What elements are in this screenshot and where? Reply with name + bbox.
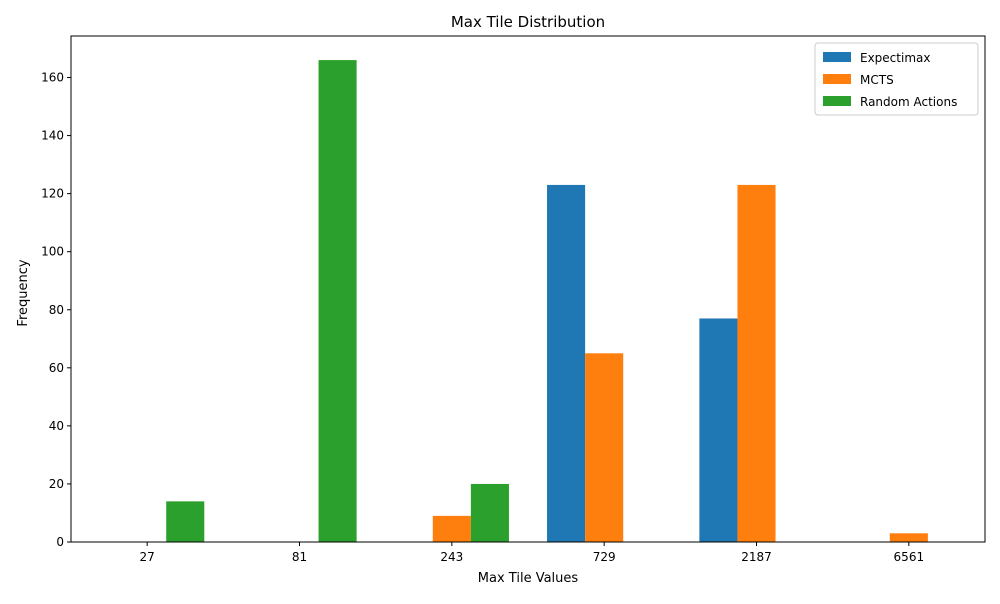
bar-mcts-2187 xyxy=(737,184,776,542)
y-tick-label: 160 xyxy=(41,71,64,85)
y-tick-label: 40 xyxy=(49,419,64,433)
y-tick-label: 140 xyxy=(41,129,64,143)
bars-group xyxy=(166,60,928,542)
y-tick-label: 120 xyxy=(41,187,64,201)
x-tick-label: 27 xyxy=(140,550,155,564)
bar-random-actions-27 xyxy=(166,501,205,542)
y-tick-label: 60 xyxy=(49,361,64,375)
legend: Expectimax MCTS Random Actions xyxy=(814,42,979,116)
legend-swatch-random-actions xyxy=(823,96,851,106)
y-axis: 0 20 40 60 80 100 120 140 160 xyxy=(41,71,71,549)
bar-mcts-729 xyxy=(585,353,624,542)
x-axis: 27 81 243 729 2187 6561 xyxy=(140,542,925,564)
x-tick-label: 6561 xyxy=(894,550,925,564)
legend-swatch-mcts xyxy=(823,74,851,84)
y-tick-label: 80 xyxy=(49,303,64,317)
legend-label: Expectimax xyxy=(860,51,930,65)
x-tick-label: 729 xyxy=(593,550,616,564)
x-tick-label: 81 xyxy=(292,550,307,564)
x-axis-title: Max Tile Values xyxy=(478,571,579,586)
x-tick-label: 2187 xyxy=(741,550,772,564)
y-axis-title: Frequency xyxy=(16,259,31,326)
x-tick-label: 243 xyxy=(440,550,463,564)
chart-title: Max Tile Distribution xyxy=(451,13,605,31)
bar-expectimax-729 xyxy=(547,184,586,542)
y-tick-label: 100 xyxy=(41,245,64,259)
bar-random-actions-81 xyxy=(318,60,357,542)
y-tick-label: 20 xyxy=(49,477,64,491)
legend-label: MCTS xyxy=(860,73,894,87)
plot-frame xyxy=(70,35,986,543)
legend-label: Random Actions xyxy=(860,95,957,109)
bar-mcts-6561 xyxy=(889,533,928,542)
legend-box xyxy=(814,42,979,116)
bar-expectimax-2187 xyxy=(699,318,738,542)
y-tick-label: 0 xyxy=(56,535,64,549)
bar-mcts-243 xyxy=(432,515,471,542)
legend-swatch-expectimax xyxy=(823,52,851,62)
bar-random-actions-243 xyxy=(470,483,509,542)
